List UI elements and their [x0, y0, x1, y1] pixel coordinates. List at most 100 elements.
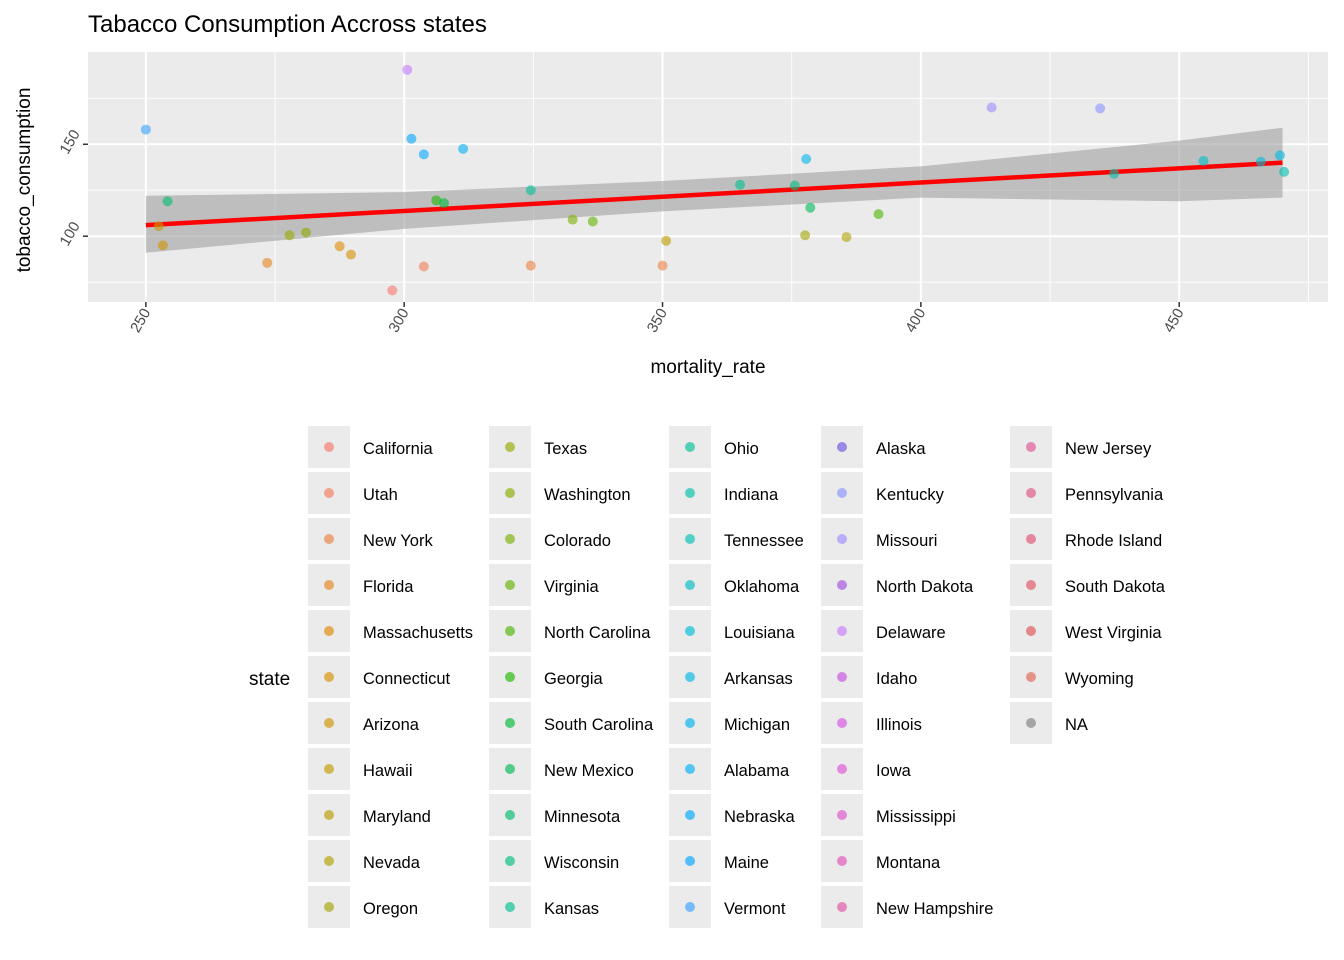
y-tick-label: 100 [56, 219, 83, 249]
y-tick-label: 150 [56, 127, 83, 157]
legend-swatch [505, 580, 515, 590]
legend-label: Mississippi [876, 808, 956, 826]
legend-swatch [685, 442, 695, 452]
legend-swatch [685, 764, 695, 774]
data-point [1279, 166, 1290, 177]
legend-label: South Dakota [1065, 578, 1166, 596]
data-point [334, 241, 345, 252]
legend-swatch [505, 902, 515, 912]
legend-swatch [505, 856, 515, 866]
legend-label: Florida [363, 578, 414, 596]
legend-swatch [1026, 534, 1036, 544]
data-point [284, 230, 295, 241]
legend-swatch [324, 534, 334, 544]
legend-label: North Carolina [544, 624, 651, 642]
legend-swatch [837, 810, 847, 820]
legend-label: Oklahoma [724, 578, 800, 596]
y-axis-title: tobacco_consumption [14, 88, 35, 273]
legend-label: Delaware [876, 624, 946, 642]
legend-label: Louisiana [724, 624, 795, 642]
legend-swatch [1026, 488, 1036, 498]
legend-label: Massachusetts [363, 624, 473, 642]
legend-swatch [837, 442, 847, 452]
data-point [735, 179, 746, 190]
legend-label: New Jersey [1065, 440, 1152, 458]
x-tick-label: 250 [127, 306, 154, 336]
data-point [587, 216, 598, 227]
x-tick-label: 350 [644, 306, 671, 336]
legend-swatch [505, 534, 515, 544]
legend-label: South Carolina [544, 716, 654, 734]
legend-label: Colorado [544, 532, 611, 550]
trend-line-layer [145, 160, 1283, 228]
legend-label: Indiana [724, 486, 779, 504]
data-point [1255, 156, 1266, 167]
data-point [525, 185, 536, 196]
legend-label: Missouri [876, 532, 937, 550]
legend-label: Kansas [544, 900, 599, 918]
legend-label: Pennsylvania [1065, 486, 1164, 504]
data-point [1109, 168, 1120, 179]
legend-swatch [1026, 672, 1036, 682]
legend-swatch [324, 856, 334, 866]
data-point [157, 240, 168, 251]
legend-swatch [837, 764, 847, 774]
legend-label: Tennessee [724, 532, 804, 550]
chart-title: Tabacco Consumption Accross states [88, 11, 487, 38]
legend-label: Maine [724, 854, 769, 872]
legend-label: Wyoming [1065, 670, 1134, 688]
legend-swatch [1026, 718, 1036, 728]
legend-label: Texas [544, 440, 587, 458]
legend-swatch [837, 902, 847, 912]
legend-swatch [505, 442, 515, 452]
data-points [140, 64, 1290, 296]
legend-swatch [1026, 580, 1036, 590]
legend-swatch [324, 810, 334, 820]
data-point [438, 198, 449, 209]
legend-label: Ohio [724, 440, 759, 458]
legend-swatch [837, 718, 847, 728]
legend-label: Oregon [363, 900, 418, 918]
legend-label: Alabama [724, 762, 790, 780]
confidence-band [145, 127, 1283, 253]
data-point [1198, 155, 1209, 166]
legend-swatch [324, 718, 334, 728]
trend-line [145, 160, 1283, 228]
legend-swatch [1026, 442, 1036, 452]
legend-label: Rhode Island [1065, 532, 1162, 550]
x-tick-label: 450 [1160, 306, 1187, 336]
confidence-band-layer [145, 127, 1283, 253]
data-point [140, 124, 151, 135]
data-point [153, 221, 164, 232]
data-point [661, 235, 672, 246]
legend-label: Minnesota [544, 808, 621, 826]
legend-swatch [1026, 626, 1036, 636]
data-point [986, 102, 997, 113]
legend-swatch [324, 580, 334, 590]
legend-swatch [685, 856, 695, 866]
x-tick-label: 400 [902, 306, 929, 336]
legend-swatch [324, 902, 334, 912]
legend-swatch [685, 488, 695, 498]
legend-label: Idaho [876, 670, 917, 688]
legend-swatch [837, 856, 847, 866]
legend-swatch [324, 626, 334, 636]
legend-swatch [837, 672, 847, 682]
data-point [805, 202, 816, 213]
legend-label: Nebraska [724, 808, 795, 826]
legend: California Utah New York Florida Massachuset… [308, 426, 1166, 928]
data-point [402, 64, 413, 75]
legend-label: Kentucky [876, 486, 945, 504]
legend-label: New York [363, 532, 433, 550]
data-point [1274, 150, 1285, 161]
legend-swatch [685, 672, 695, 682]
data-point [800, 230, 811, 241]
data-point [406, 133, 417, 144]
legend-swatch [685, 534, 695, 544]
legend-label: NA [1065, 716, 1088, 734]
legend-label: Maryland [363, 808, 431, 826]
legend-swatch [324, 488, 334, 498]
legend-swatch [505, 718, 515, 728]
legend-label: New Mexico [544, 762, 634, 780]
data-point [458, 143, 469, 154]
